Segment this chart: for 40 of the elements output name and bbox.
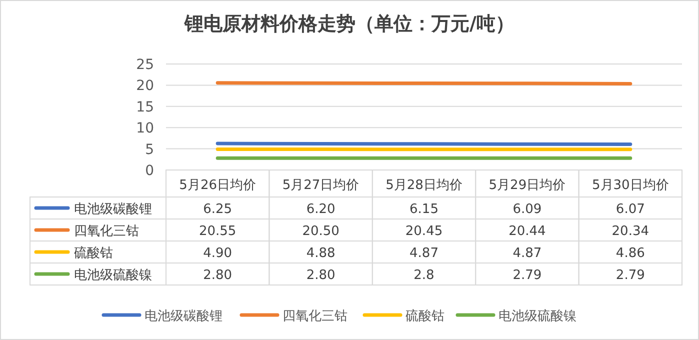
y-tick-label: 20: [136, 78, 154, 94]
data-label: 2.80: [203, 268, 232, 283]
x-tick-label: 5月27日均价: [282, 178, 360, 193]
data-label: 2.79: [512, 268, 542, 283]
text: 电池级碳酸锂: [144, 309, 222, 324]
chart-title: 锂电原材料价格走势（单位：万元/吨）: [184, 13, 514, 35]
data-label: 6.20: [306, 202, 336, 217]
data-label: 4.87: [410, 246, 438, 261]
data-label: 4.88: [306, 246, 336, 261]
legend-label: 电池级碳酸锂: [74, 202, 152, 217]
data-label: 2.8: [414, 268, 434, 283]
data-label: 6.09: [512, 202, 542, 217]
text: 电池级硫酸镍: [498, 309, 576, 324]
data-label: 20.44: [508, 224, 546, 239]
x-tick-label: 5月26日均价: [179, 178, 256, 193]
legend-label: 四氧化三钴: [74, 224, 139, 239]
data-label: 6.07: [616, 202, 645, 217]
data-label: 4.87: [512, 246, 542, 261]
data-label: 20.34: [612, 224, 650, 239]
data-label: 2.80: [306, 268, 336, 283]
legend-label: 硫酸钴: [74, 246, 113, 261]
text: 硫酸钴: [406, 309, 444, 324]
y-tick-label: 25: [136, 57, 154, 73]
y-tick-label: 0: [145, 163, 154, 179]
data-label: 20.55: [198, 224, 236, 239]
y-tick-label: 5: [145, 142, 154, 158]
data-label: 6.15: [410, 202, 438, 217]
data-label: 4.86: [616, 246, 645, 261]
x-tick-label: 5月28日均价: [386, 178, 462, 193]
y-tick-label: 15: [136, 99, 154, 116]
data-label: 20.50: [302, 224, 340, 239]
x-tick-label: 5月29日均价: [488, 178, 566, 193]
x-tick-label: 5月30日均价: [592, 178, 669, 193]
data-label: 20.45: [405, 224, 443, 239]
legend-label: 电池级硫酸镍: [74, 268, 152, 283]
y-tick-label: 10: [136, 120, 154, 137]
data-label: 6.25: [203, 202, 232, 217]
data-label: 4.90: [203, 246, 232, 261]
data-label: 2.79: [616, 268, 645, 283]
text: 四氧化三钴: [282, 309, 348, 324]
